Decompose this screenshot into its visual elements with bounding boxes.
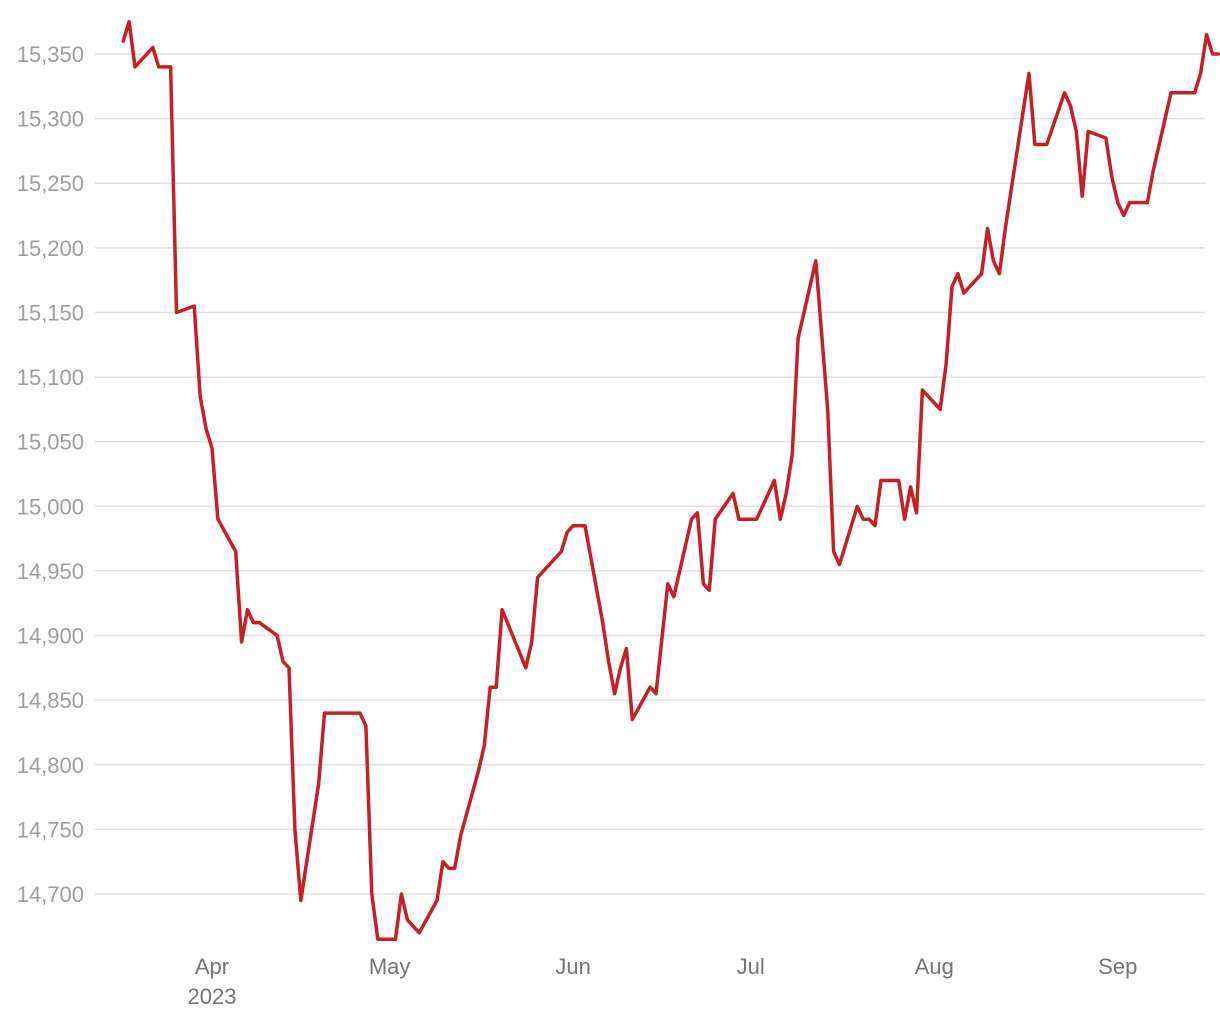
y-tick-label: 15,250 — [17, 171, 84, 196]
gridlines — [95, 53, 1205, 895]
y-tick-label: 15,000 — [17, 494, 84, 519]
x-tick-label: Jun — [555, 954, 590, 979]
x-tick-sublabel: 2023 — [188, 984, 237, 1009]
x-tick-label: Jul — [737, 954, 765, 979]
y-tick-label: 15,150 — [17, 300, 84, 325]
y-tick-label: 14,800 — [17, 753, 84, 778]
series-group — [121, 19, 1220, 941]
y-tick-label: 14,900 — [17, 624, 84, 649]
x-tick-label: May — [369, 954, 411, 979]
y-axis-labels: 14,700 14,750 14,800 14,850 14,900 14,950 15,0… — [17, 42, 84, 907]
y-tick-label: 15,050 — [17, 430, 84, 455]
x-tick-label: Apr — [195, 954, 229, 979]
y-tick-label: 14,700 — [17, 882, 84, 907]
y-tick-label: 15,350 — [17, 42, 84, 67]
y-tick-label: 15,200 — [17, 236, 84, 261]
y-tick-label: 15,100 — [17, 365, 84, 390]
y-tick-label: 15,300 — [17, 107, 84, 132]
x-tick-label: Sep — [1098, 954, 1137, 979]
x-tick-label: Aug — [915, 954, 954, 979]
y-tick-label: 14,750 — [17, 817, 84, 842]
y-tick-label: 14,850 — [17, 688, 84, 713]
x-axis-labels: Apr 2023 May Jun Jul Aug Sep — [188, 954, 1138, 1009]
series-line — [121, 19, 1220, 941]
y-tick-label: 14,950 — [17, 559, 84, 584]
